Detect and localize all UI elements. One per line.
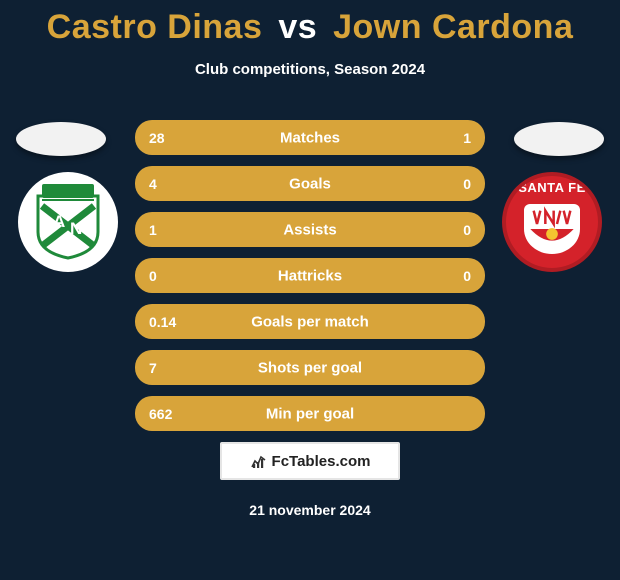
stat-row: 0Hattricks0: [135, 258, 485, 293]
santafe-crest-icon: SANTA FE: [502, 172, 602, 272]
stat-label: Goals: [135, 175, 485, 192]
player1-name: Castro Dinas: [47, 8, 263, 46]
country-flag-right: [514, 122, 604, 156]
club-badge-right: SANTA FE: [502, 172, 602, 272]
comparison-card: Castro Dinas vs Jown Cardona Club compet…: [0, 0, 620, 580]
stat-label: Assists: [135, 221, 485, 238]
stat-row: 662Min per goal: [135, 396, 485, 431]
fctables-logo[interactable]: FcTables.com: [220, 442, 400, 480]
player2-name: Jown Cardona: [333, 8, 573, 46]
svg-text:A: A: [53, 212, 65, 231]
stat-row: 4Goals0: [135, 166, 485, 201]
svg-text:N: N: [70, 219, 82, 238]
stat-row: 7Shots per goal: [135, 350, 485, 385]
stat-label: Matches: [135, 129, 485, 146]
stats-column: 28Matches14Goals01Assists00Hattricks00.1…: [135, 120, 485, 442]
subtitle: Club competitions, Season 2024: [0, 61, 620, 78]
club-badge-left: A N: [18, 172, 118, 272]
stat-value-right: 0: [463, 176, 471, 192]
stat-value-right: 0: [463, 268, 471, 284]
shield-icon: A N: [32, 184, 104, 260]
stat-label: Hattricks: [135, 267, 485, 284]
page-title: Castro Dinas vs Jown Cardona: [0, 0, 620, 47]
santafe-shield-icon: [524, 204, 580, 254]
stat-label: Goals per match: [135, 313, 485, 330]
stat-value-right: 1: [463, 130, 471, 146]
stat-label: Shots per goal: [135, 359, 485, 376]
chart-icon: [250, 452, 268, 470]
date-label: 21 november 2024: [0, 502, 620, 518]
vs-separator: vs: [278, 8, 317, 46]
logo-text: FcTables.com: [272, 453, 371, 470]
nacional-crest-icon: A N: [18, 172, 118, 272]
stat-value-right: 0: [463, 222, 471, 238]
stat-row: 28Matches1: [135, 120, 485, 155]
stat-label: Min per goal: [135, 405, 485, 422]
stat-row: 1Assists0: [135, 212, 485, 247]
stat-row: 0.14Goals per match: [135, 304, 485, 339]
country-flag-left: [16, 122, 106, 156]
